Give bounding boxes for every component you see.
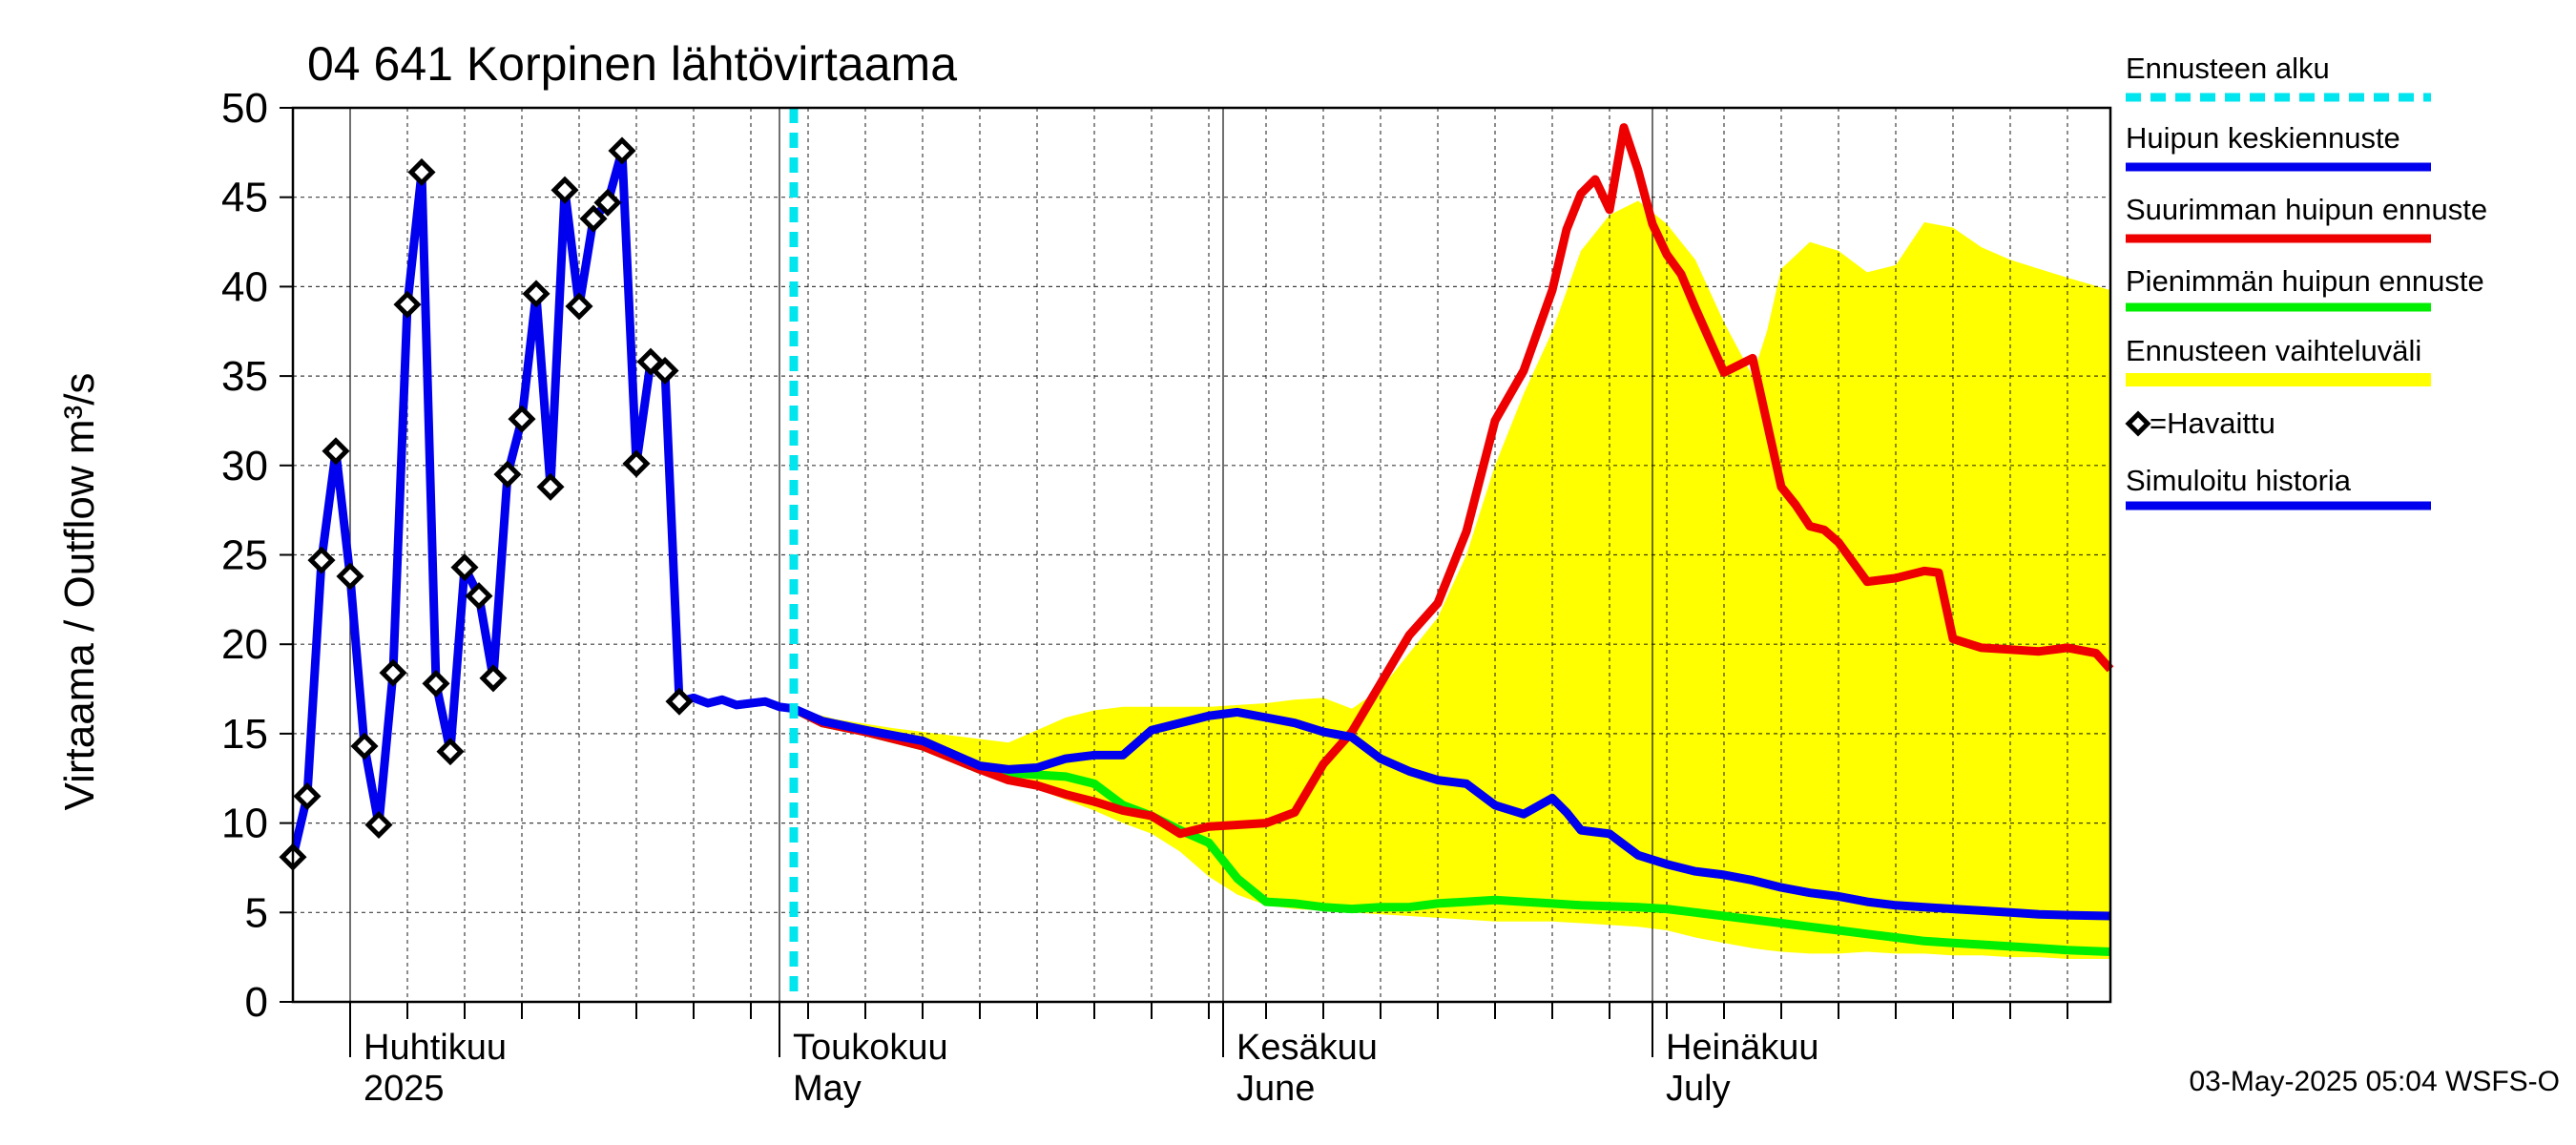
y-tick-label: 50 — [221, 85, 268, 132]
y-tick-label: 25 — [221, 532, 268, 579]
x-month-sublabel: May — [793, 1069, 862, 1109]
y-tick-label: 15 — [221, 711, 268, 758]
legend-label-range: Ennusteen vaihteluväli — [2126, 334, 2421, 367]
y-tick-label: 45 — [221, 175, 268, 221]
legend-label-max: Suurimman huipun ennuste — [2126, 193, 2487, 226]
observed-point — [651, 356, 679, 385]
series-line-history — [288, 146, 795, 859]
observed-point — [579, 204, 608, 233]
x-month-label: Kesäkuu — [1236, 1028, 1378, 1068]
observed-point — [393, 290, 422, 319]
axes: 05101520253035404550Huhtikuu2025Toukokuu… — [221, 85, 2112, 1109]
y-tick-label: 30 — [221, 443, 268, 489]
observed-point — [493, 460, 522, 489]
series-line-max — [791, 123, 2114, 839]
observed-point — [350, 732, 379, 760]
y-tick-label: 10 — [221, 801, 268, 847]
x-month-sublabel: June — [1236, 1069, 1315, 1109]
y-tick-label: 5 — [245, 889, 268, 936]
series-line-min — [791, 704, 2111, 956]
observed-markers — [279, 136, 694, 871]
observed-point — [450, 553, 479, 582]
forecast-range-band — [794, 200, 2110, 959]
observed-point — [522, 280, 551, 308]
legend-label-forecast_start: Ennusteen alku — [2126, 52, 2330, 85]
observed-point — [379, 658, 407, 687]
observed-point — [665, 687, 694, 716]
footer-timestamp: 03-May-2025 05:04 WSFS-O — [2190, 1066, 2561, 1097]
y-axis-label: Virtaama / Outflow m³/s — [56, 373, 103, 811]
legend-label-mean: Huipun keskiennuste — [2126, 121, 2400, 155]
observed-point — [322, 437, 350, 466]
observed-point — [364, 810, 393, 840]
forecast-range-band-layer — [794, 200, 2110, 959]
observed-point — [293, 781, 322, 811]
y-tick-label: 40 — [221, 263, 268, 310]
observed-point — [479, 664, 508, 693]
observed-point — [465, 582, 493, 611]
y-tick-label: 0 — [245, 979, 268, 1026]
series-line-mean — [792, 704, 2111, 921]
chart-title: 04 641 Korpinen lähtövirtaama — [307, 37, 957, 91]
legend-label-history: Simuloitu historia — [2126, 464, 2352, 497]
legend: Ennusteen alku Huipun keskiennuste Suurimm… — [2125, 52, 2487, 510]
observed-point — [307, 546, 336, 574]
x-month-label: Heinäkuu — [1666, 1028, 1819, 1068]
observed-point — [436, 738, 465, 766]
plot-frame — [291, 106, 2112, 1004]
legend-swatch-observed — [2125, 410, 2151, 437]
legend-label-min: Pienimmän huipun ennuste — [2126, 264, 2484, 298]
observed-point — [565, 292, 593, 321]
gridlines — [293, 108, 2110, 1002]
x-month-sublabel: 2025 — [364, 1069, 445, 1109]
observed-point — [536, 472, 565, 501]
observed-point — [622, 449, 651, 478]
observed-point — [407, 157, 436, 186]
observed-point — [593, 188, 622, 217]
observed-point — [508, 405, 536, 433]
legend-label-observed: =Havaittu — [2150, 406, 2275, 440]
x-month-label: Toukokuu — [793, 1028, 948, 1068]
observed-point — [551, 176, 579, 204]
y-tick-label: 20 — [221, 621, 268, 668]
observed-point — [422, 669, 450, 697]
series-lines — [288, 108, 2114, 1002]
y-tick-label: 35 — [221, 353, 268, 400]
observed-point — [608, 136, 636, 165]
x-month-label: Huhtikuu — [364, 1028, 507, 1068]
observed-point — [336, 562, 364, 591]
x-month-sublabel: July — [1666, 1069, 1731, 1109]
